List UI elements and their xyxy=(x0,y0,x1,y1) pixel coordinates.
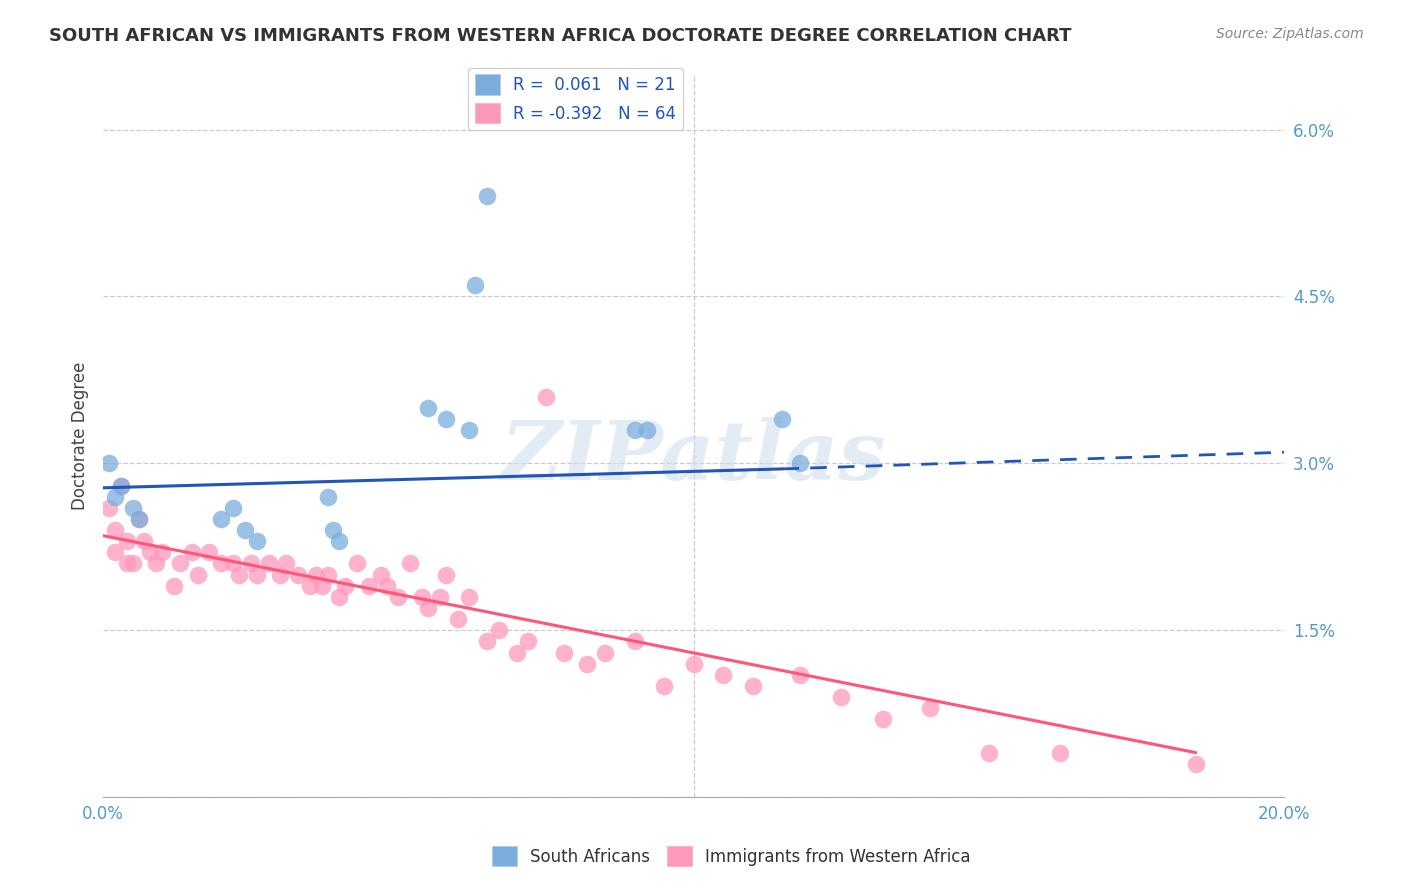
Point xyxy=(357,579,380,593)
Point xyxy=(239,557,262,571)
Point xyxy=(246,534,269,549)
Point xyxy=(115,557,138,571)
Point xyxy=(446,612,468,626)
Point xyxy=(233,523,256,537)
Point xyxy=(134,534,156,549)
Point xyxy=(711,667,734,681)
Point xyxy=(434,567,457,582)
Point xyxy=(623,634,645,648)
Point xyxy=(98,456,121,470)
Point xyxy=(416,601,439,615)
Y-axis label: Doctorate Degree: Doctorate Degree xyxy=(72,361,89,509)
Point xyxy=(311,579,333,593)
Point xyxy=(121,500,143,515)
Point xyxy=(370,567,392,582)
Point xyxy=(1049,746,1071,760)
Point xyxy=(287,567,309,582)
Point xyxy=(399,557,422,571)
Point xyxy=(209,512,232,526)
Point xyxy=(322,523,344,537)
Point xyxy=(246,567,269,582)
Point xyxy=(198,545,221,559)
Point xyxy=(505,646,527,660)
Point xyxy=(335,579,357,593)
Point xyxy=(115,534,138,549)
Point xyxy=(180,545,202,559)
Text: SOUTH AFRICAN VS IMMIGRANTS FROM WESTERN AFRICA DOCTORATE DEGREE CORRELATION CHA: SOUTH AFRICAN VS IMMIGRANTS FROM WESTERN… xyxy=(49,27,1071,45)
Point xyxy=(276,557,298,571)
Point xyxy=(770,412,793,426)
Point xyxy=(104,523,127,537)
Point xyxy=(305,567,328,582)
Point xyxy=(488,624,510,638)
Point xyxy=(169,557,191,571)
Legend: South Africans, Immigrants from Western Africa: South Africans, Immigrants from Western … xyxy=(485,839,977,873)
Point xyxy=(830,690,852,704)
Text: Source: ZipAtlas.com: Source: ZipAtlas.com xyxy=(1216,27,1364,41)
Point xyxy=(328,534,350,549)
Point xyxy=(187,567,209,582)
Point xyxy=(222,500,245,515)
Point xyxy=(475,189,498,203)
Point xyxy=(375,579,398,593)
Point xyxy=(789,667,811,681)
Point xyxy=(328,590,350,604)
Point xyxy=(128,512,150,526)
Point xyxy=(316,490,339,504)
Point xyxy=(228,567,250,582)
Point xyxy=(918,701,941,715)
Point xyxy=(623,423,645,437)
Point xyxy=(346,557,368,571)
Point xyxy=(145,557,167,571)
Point xyxy=(429,590,451,604)
Point xyxy=(128,512,150,526)
Point xyxy=(534,390,557,404)
Point xyxy=(298,579,321,593)
Point xyxy=(517,634,540,648)
Point xyxy=(464,278,486,293)
Point xyxy=(163,579,186,593)
Point xyxy=(150,545,173,559)
Point xyxy=(682,657,704,671)
Point xyxy=(652,679,675,693)
Point xyxy=(209,557,232,571)
Point xyxy=(110,478,132,492)
Point xyxy=(475,634,498,648)
Point xyxy=(222,557,245,571)
Point xyxy=(110,478,132,492)
Point xyxy=(458,423,481,437)
Point xyxy=(316,567,339,582)
Point xyxy=(98,500,121,515)
Text: ZIPatlas: ZIPatlas xyxy=(501,417,887,497)
Point xyxy=(269,567,291,582)
Point xyxy=(458,590,481,604)
Point xyxy=(104,490,127,504)
Point xyxy=(977,746,1000,760)
Point xyxy=(416,401,439,415)
Point xyxy=(636,423,658,437)
Point xyxy=(576,657,599,671)
Point xyxy=(387,590,409,604)
Point xyxy=(104,545,127,559)
Point xyxy=(139,545,162,559)
Point xyxy=(434,412,457,426)
Point xyxy=(121,557,143,571)
Legend: R =  0.061   N = 21, R = -0.392   N = 64: R = 0.061 N = 21, R = -0.392 N = 64 xyxy=(468,68,683,130)
Point xyxy=(553,646,575,660)
Point xyxy=(257,557,280,571)
Point xyxy=(411,590,433,604)
Point xyxy=(593,646,616,660)
Point xyxy=(1185,756,1208,771)
Point xyxy=(741,679,763,693)
Point xyxy=(789,456,811,470)
Point xyxy=(872,712,894,726)
